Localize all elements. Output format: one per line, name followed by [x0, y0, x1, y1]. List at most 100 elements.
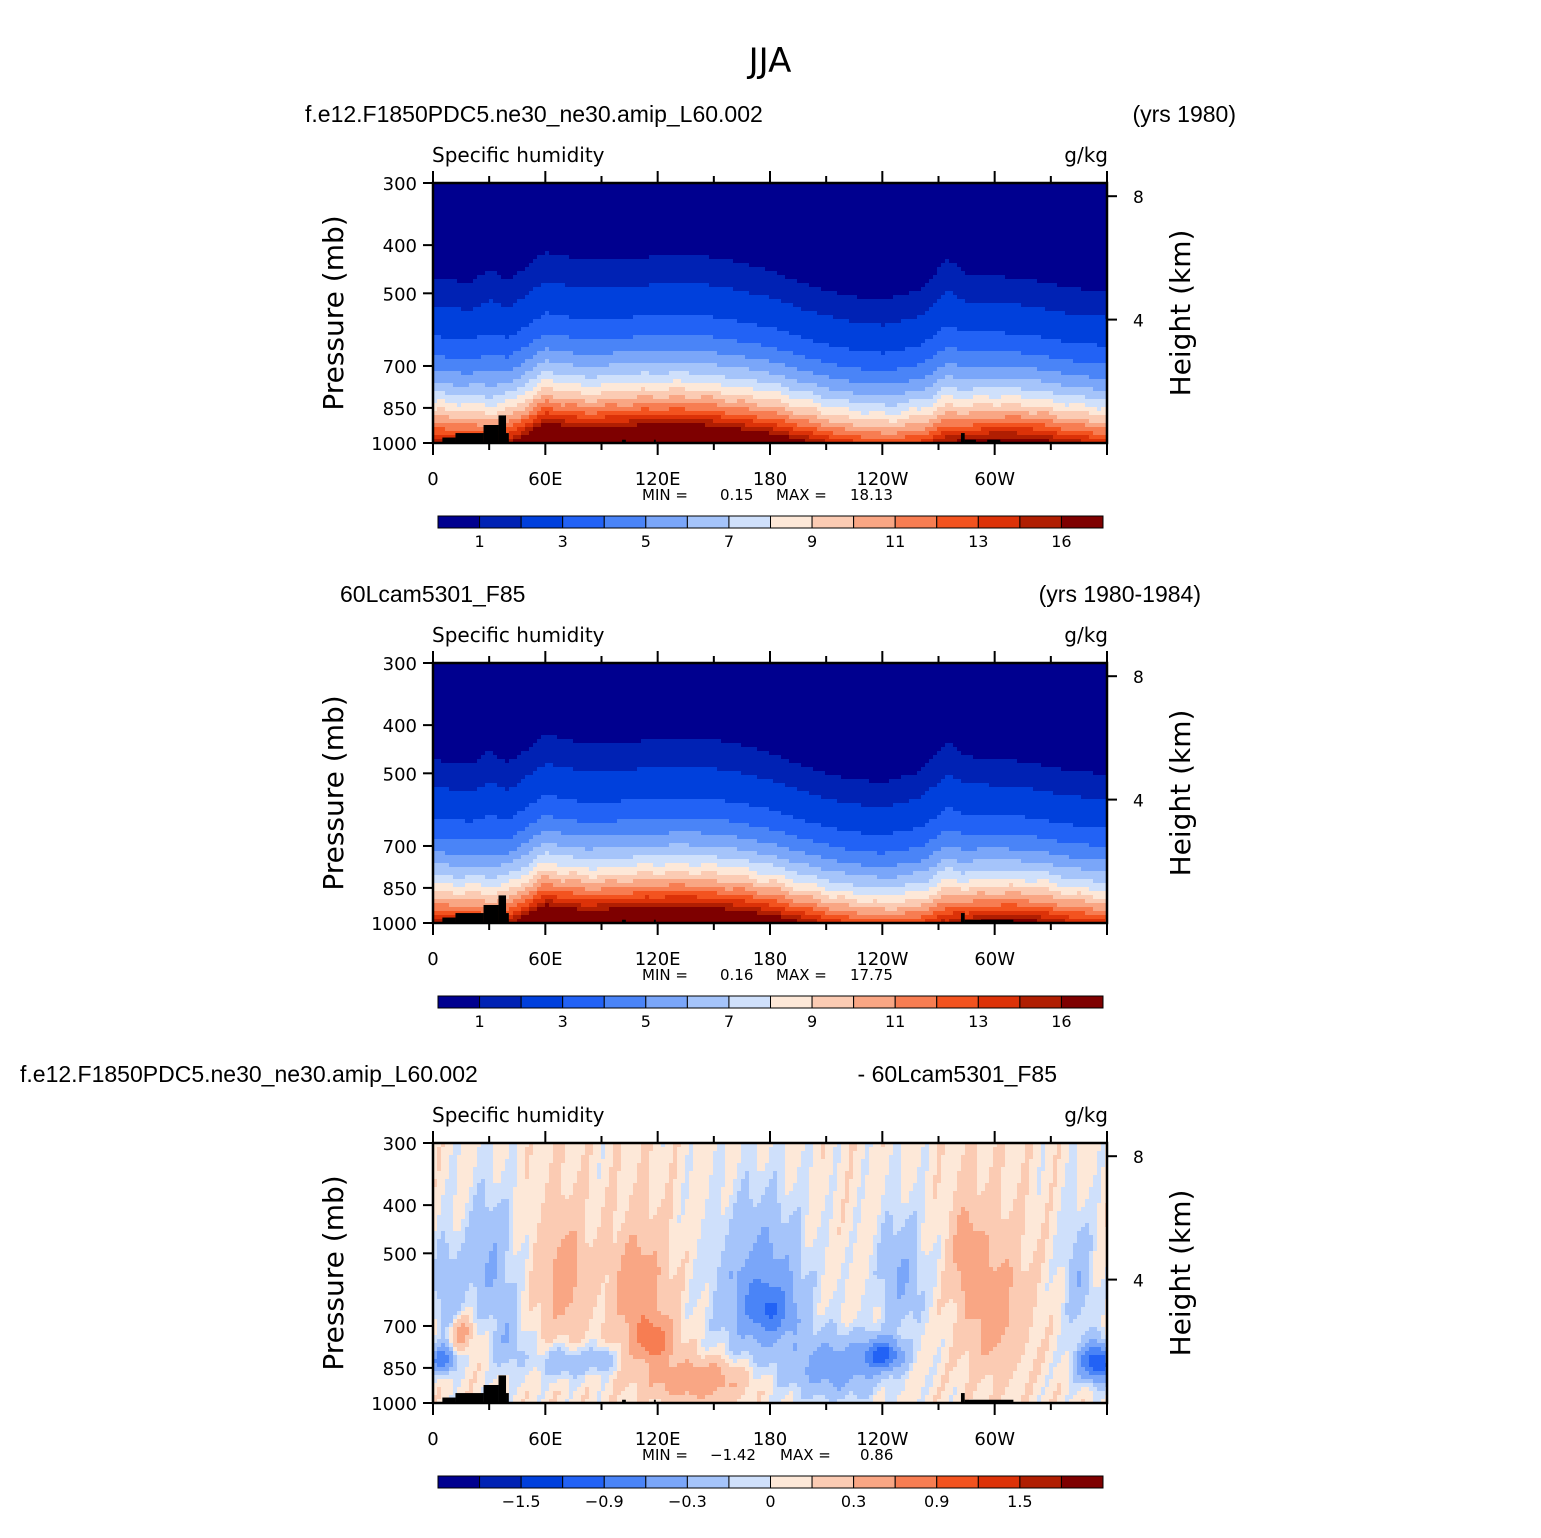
- contour-cell: [681, 255, 686, 260]
- contour-cell: [665, 239, 670, 244]
- contour-cell: [589, 327, 594, 332]
- contour-cell: [633, 255, 638, 260]
- contour-cell: [701, 319, 706, 324]
- contour-cell: [641, 395, 646, 400]
- contour-cell: [529, 243, 534, 248]
- contour-cell: [505, 399, 510, 404]
- contour-cell: [613, 403, 618, 408]
- contour-cell: [645, 343, 650, 348]
- contour-cell: [721, 191, 726, 196]
- contour-cell: [641, 235, 646, 240]
- contour-cell: [553, 399, 558, 404]
- contour-cell: [625, 223, 630, 228]
- contour-cell: [649, 211, 654, 216]
- contour-cell: [497, 183, 502, 188]
- contour-cell: [693, 439, 698, 444]
- contour-cell: [529, 347, 534, 352]
- contour-cell: [605, 195, 610, 200]
- contour-cell: [457, 295, 462, 300]
- contour-cell: [609, 427, 614, 432]
- contour-cell: [733, 315, 738, 320]
- contour-cell: [649, 299, 654, 304]
- contour-cell: [533, 359, 538, 364]
- contour-cell: [525, 419, 530, 424]
- contour-cell: [501, 355, 506, 360]
- contour-cell: [689, 187, 694, 192]
- contour-cell: [501, 315, 506, 320]
- contour-cell: [677, 403, 682, 408]
- contour-cell: [481, 219, 486, 224]
- contour-cell: [513, 299, 518, 304]
- contour-cell: [445, 299, 450, 304]
- contour-cell: [717, 387, 722, 392]
- contour-cell: [661, 399, 666, 404]
- contour-cell: [545, 223, 550, 228]
- contour-cell: [513, 383, 518, 388]
- contour-cell: [589, 199, 594, 204]
- contour-cell: [593, 183, 598, 188]
- contour-cell: [437, 267, 442, 272]
- contour-cell: [729, 419, 734, 424]
- contour-cell: [697, 271, 702, 276]
- contour-cell: [581, 415, 586, 420]
- contour-cell: [481, 315, 486, 320]
- contour-cell: [533, 251, 538, 256]
- contour-cell: [461, 379, 466, 384]
- contour-cell: [509, 351, 514, 356]
- contour-cell: [453, 319, 458, 324]
- contour-cell: [469, 387, 474, 392]
- contour-cell: [621, 267, 626, 272]
- contour-cell: [469, 279, 474, 284]
- contour-cell: [549, 207, 554, 212]
- contour-cell: [517, 199, 522, 204]
- contour-cell: [589, 251, 594, 256]
- contour-cell: [581, 439, 586, 444]
- contour-cell: [637, 243, 642, 248]
- contour-cell: [537, 195, 542, 200]
- contour-cell: [625, 435, 630, 440]
- contour-cell: [621, 323, 626, 328]
- contour-cell: [721, 299, 726, 304]
- contour-cell: [649, 279, 654, 284]
- contour-cell: [521, 239, 526, 244]
- contour-cell: [665, 307, 670, 312]
- contour-cell: [697, 211, 702, 216]
- contour-cell: [569, 243, 574, 248]
- contour-cell: [557, 375, 562, 380]
- contour-cell: [721, 203, 726, 208]
- contour-cell: [537, 355, 542, 360]
- contour-cell: [437, 427, 442, 432]
- contour-cell: [717, 331, 722, 336]
- contour-cell: [433, 243, 438, 248]
- contour-cell: [445, 399, 450, 404]
- contour-cell: [537, 319, 542, 324]
- contour-cell: [477, 299, 482, 304]
- contour-cell: [637, 439, 642, 444]
- contour-cell: [513, 311, 518, 316]
- contour-cell: [665, 187, 670, 192]
- contour-cell: [565, 291, 570, 296]
- contour-cell: [469, 311, 474, 316]
- contour-cell: [457, 415, 462, 420]
- contour-cell: [605, 311, 610, 316]
- contour-cell: [737, 331, 742, 336]
- contour-cell: [493, 191, 498, 196]
- contour-cell: [681, 387, 686, 392]
- contour-cell: [449, 415, 454, 420]
- contour-cell: [477, 283, 482, 288]
- contour-cell: [449, 343, 454, 348]
- contour-cell: [709, 339, 714, 344]
- contour-cell: [541, 247, 546, 252]
- contour-cell: [557, 331, 562, 336]
- contour-cell: [585, 383, 590, 388]
- contour-cell: [641, 315, 646, 320]
- contour-cell: [641, 211, 646, 216]
- contour-cell: [597, 315, 602, 320]
- contour-cell: [529, 331, 534, 336]
- contour-cell: [637, 215, 642, 220]
- contour-cell: [625, 235, 630, 240]
- contour-cell: [713, 303, 718, 308]
- contour-cell: [441, 387, 446, 392]
- contour-cell: [449, 283, 454, 288]
- contour-cell: [697, 291, 702, 296]
